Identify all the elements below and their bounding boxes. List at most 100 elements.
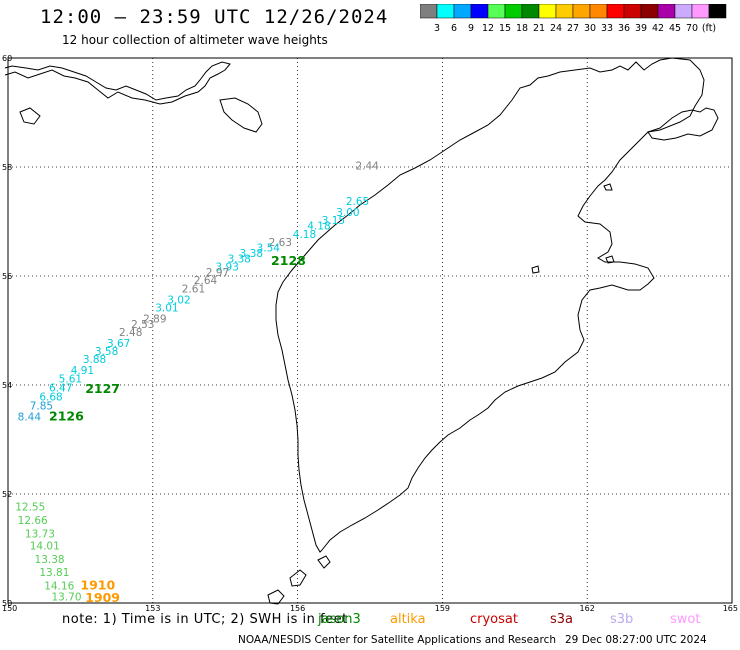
wave-height-values: 2.442.653.003.154.184.182.633.543.383.38…: [15, 161, 379, 604]
coastline: [4, 57, 719, 605]
map-frame: [7, 57, 733, 604]
wave-height-label: 3.67: [107, 338, 130, 350]
wave-height-label: 3.93: [216, 262, 239, 274]
colorbar-label: 21: [533, 23, 545, 34]
wave-height-label: 3.15: [322, 215, 345, 227]
lon-tick-label: 153: [145, 604, 160, 613]
wave-height-label: 3.02: [167, 294, 190, 306]
wave-height-label: 3.88: [83, 354, 106, 366]
wave-height-label: 2.63: [269, 237, 292, 249]
wave-height-label: 2.53: [131, 319, 154, 331]
wave-height-label: 2.61: [182, 283, 205, 295]
generation-timestamp: 29 Dec 08:27:00 UTC 2024: [565, 634, 707, 646]
small-island-1: [531, 265, 540, 274]
satellite-legend-swot: swot: [670, 612, 701, 627]
lat-tick-label: 50: [2, 599, 12, 608]
colorbar-label: (ft): [702, 23, 716, 34]
wave-height-label: 3.38: [228, 253, 251, 265]
lon-tick-label: 150: [2, 604, 17, 613]
kuril-island-1: [289, 569, 307, 587]
pass-time-label: 2128: [271, 253, 306, 268]
wave-height-label: 12.55: [15, 501, 45, 513]
pass-time-label: 2126: [49, 408, 84, 423]
small-island-2: [605, 255, 615, 264]
colorbar-label: 15: [499, 23, 511, 34]
wave-height-label: 2.64: [194, 275, 218, 287]
magadan-peninsula: [219, 97, 263, 133]
map-subtitle: 12 hour collection of altimeter wave hei…: [62, 33, 328, 47]
colorbar-label: 30: [584, 23, 596, 34]
graticule-grid: [8, 58, 732, 603]
satellite-legend-jason3: jason3: [318, 612, 361, 627]
lat-tick-label: 52: [2, 490, 12, 499]
colorbar-label: 45: [669, 23, 681, 34]
pass-time-label: 1909: [85, 590, 120, 605]
lat-tick-label: 58: [2, 163, 12, 172]
colorbar-label: 18: [516, 23, 528, 34]
colorbar-label: 36: [618, 23, 630, 34]
wave-height-label: 2.48: [119, 327, 142, 339]
wave-height-label: 13.70: [51, 591, 81, 603]
wave-height-label: 13.38: [35, 554, 65, 566]
satellite-legend-cryosat: cryosat: [470, 612, 518, 627]
kamchatka-coastline: [321, 57, 705, 551]
colorbar-label: 42: [652, 23, 664, 34]
wave-height-label: 14.01: [30, 541, 60, 553]
colorbar-label: 12: [482, 23, 494, 34]
colorbar-label: 3: [434, 23, 440, 34]
lon-tick-label: 165: [723, 604, 738, 613]
kuril-island-3: [317, 555, 331, 569]
colorbar-label: 33: [601, 23, 613, 34]
colorbar-label: 9: [468, 23, 474, 34]
wave-height-label: 6.47: [49, 383, 72, 395]
wave-height-label: 3.38: [240, 248, 263, 260]
colorbar-label: 27: [567, 23, 579, 34]
wave-height-label: 3.54: [257, 242, 281, 254]
kamchatka-west-coast: [275, 99, 513, 553]
wave-height-label: 3.01: [155, 302, 178, 314]
wave-height-label: 2.44: [356, 161, 380, 173]
credit-text: NOAA/NESDIS Center for Satellite Applica…: [238, 634, 556, 646]
satellite-legend-s3b: s3b: [610, 612, 634, 627]
magadan-inlet: [19, 107, 41, 125]
axis-tick-labels: 150 153 156 159 162 165 60 58 56 54 52 50: [2, 54, 738, 613]
wave-height-label: 3.58: [95, 346, 118, 358]
lat-tick-label: 56: [2, 272, 12, 281]
lat-tick-label: 54: [2, 381, 12, 390]
wave-height-label: 14.16: [44, 580, 74, 592]
wave-height-label: 2.97: [206, 267, 229, 279]
map-title: 12:00 — 23:59 UTC 12/26/2024: [40, 6, 389, 28]
pass-time-label: 1910: [80, 577, 115, 592]
colorbar-label: 24: [550, 23, 562, 34]
lon-tick-label: 156: [290, 604, 305, 613]
wave-height-label: 4.18: [293, 229, 316, 241]
lon-tick-label: 162: [580, 604, 595, 613]
wave-height-label: 3.00: [336, 207, 359, 219]
kamchatka-east-bay: [647, 107, 719, 141]
lon-tick-label: 159: [435, 604, 450, 613]
wave-height-label: 13.81: [39, 567, 69, 579]
colorbar-swatch: [708, 4, 727, 19]
wave-height-label: 2.89: [143, 313, 166, 325]
wave-height-label: 6.68: [39, 391, 62, 403]
lat-tick-label: 60: [2, 54, 12, 63]
colorbar-label: 39: [635, 23, 647, 34]
small-island-3: [603, 183, 613, 191]
map-border: [7, 57, 733, 604]
wave-height-label: 12.66: [18, 515, 48, 527]
wave-height-label: 7.85: [30, 401, 53, 413]
wave-height-label: 2.65: [346, 196, 369, 208]
colorbar-label: 6: [451, 23, 457, 34]
satellite-legend-s3a: s3a: [550, 612, 574, 627]
wave-height-label: 13.73: [25, 529, 55, 541]
magadan-coastline: [4, 61, 231, 105]
pass-time-label: 2127: [85, 381, 120, 396]
wave-height-label: 8.44: [18, 411, 42, 423]
wave-height-label: 4.18: [307, 221, 330, 233]
satellite-legend-altika: altika: [390, 612, 426, 627]
wave-height-colorbar: 3 6 9 12 15 18 21 24 27 30 33 36 39 42 45 70 (ft): [420, 4, 727, 34]
wave-height-label: 4.91: [71, 365, 94, 377]
wave-height-label: 5.61: [59, 373, 82, 385]
